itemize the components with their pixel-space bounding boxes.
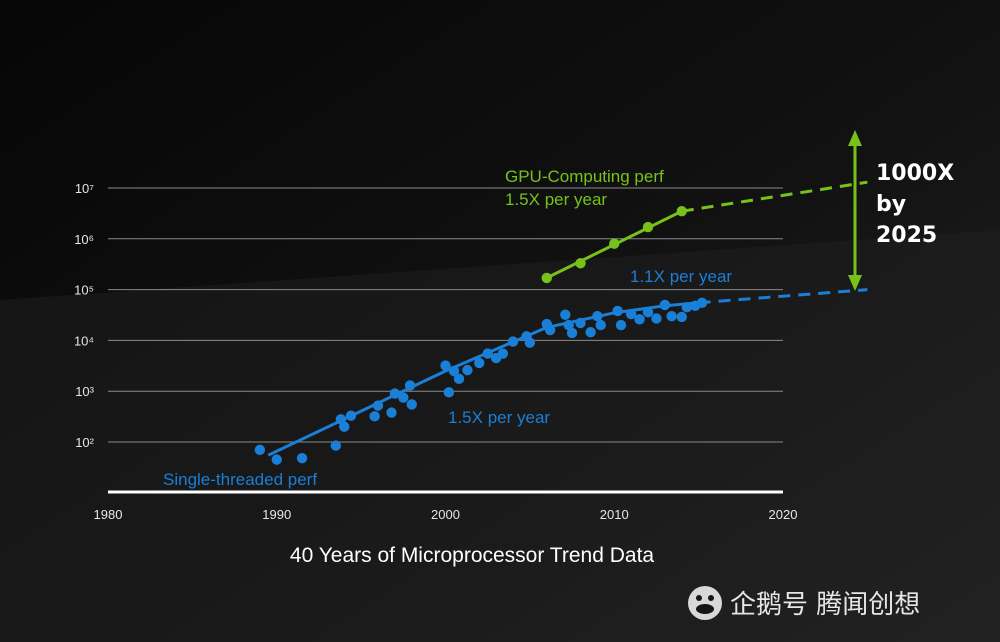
gpu-label: GPU-Computing perf xyxy=(505,167,664,186)
single-data-point xyxy=(566,327,578,339)
single-data-point xyxy=(369,411,380,422)
gpu-rate-label: 1.5X per year xyxy=(505,190,607,209)
single-data-point xyxy=(676,311,687,323)
single-data-point xyxy=(651,313,662,324)
single-data-point xyxy=(507,336,519,347)
single-data-point xyxy=(497,348,509,359)
single-data-point xyxy=(389,388,401,399)
single-data-point xyxy=(696,297,708,308)
single-late-rate-label: 1.1X per year xyxy=(630,267,732,286)
single-data-point xyxy=(440,360,451,371)
x-tick-label: 1990 xyxy=(262,507,291,522)
single-data-point xyxy=(330,440,342,451)
single-data-point xyxy=(615,319,627,331)
single-data-point xyxy=(296,452,308,464)
single-data-point xyxy=(474,357,485,369)
callout-line2: by xyxy=(876,192,906,217)
single-data-point xyxy=(625,308,637,320)
single-data-point xyxy=(563,319,574,331)
y-tick-label: 10⁵ xyxy=(74,283,94,298)
x-axis-ticks: 1980 1990 2000 2010 2020 xyxy=(94,507,798,522)
gpu-data-point xyxy=(609,238,620,249)
x-tick-label: 2020 xyxy=(769,507,798,522)
single-data-point xyxy=(659,299,671,311)
single-data-point xyxy=(681,302,693,313)
gap-arrow-head-bottom xyxy=(848,275,862,291)
single-data-point xyxy=(482,348,493,359)
y-tick-label: 10⁶ xyxy=(74,232,94,247)
gpu-data-point xyxy=(676,205,687,217)
single-data-point xyxy=(612,305,623,317)
x-tick-label: 2010 xyxy=(600,507,629,522)
gap-arrow-head-top xyxy=(848,130,862,146)
single-data-point xyxy=(448,365,460,377)
single-data-point xyxy=(462,364,473,376)
watermark: 企鹅号 腾闻创想 xyxy=(688,586,920,620)
callout-line1: 1000X xyxy=(876,161,954,186)
single-data-point xyxy=(339,421,350,432)
gridlines xyxy=(108,187,783,494)
single-data-point xyxy=(453,373,465,385)
single-data-point xyxy=(406,399,417,410)
single-data-point xyxy=(404,380,416,391)
single-data-point xyxy=(544,324,556,336)
gpu-projection-line xyxy=(681,180,868,213)
y-tick-label: 10³ xyxy=(75,384,94,399)
callout-line3: 2025 xyxy=(876,223,937,248)
gpu-data-point xyxy=(575,258,586,269)
y-tick-label: 10⁴ xyxy=(74,333,94,348)
chart-title: 40 Years of Microprocessor Trend Data xyxy=(290,544,655,567)
single-data-point xyxy=(386,407,397,418)
data-points xyxy=(254,205,708,465)
y-axis-ticks: 10⁷ 10⁶ 10⁵ 10⁴ 10³ 10² xyxy=(74,181,95,450)
single-data-point xyxy=(634,314,645,325)
gpu-data-point xyxy=(541,272,552,284)
single-data-point xyxy=(254,444,266,456)
single-data-point xyxy=(595,319,606,331)
single-data-point xyxy=(575,317,586,329)
watermark-text: 企鹅号 腾闻创想 xyxy=(730,590,920,620)
single-data-point xyxy=(524,337,536,348)
single-data-point xyxy=(642,306,654,318)
single-data-point xyxy=(372,400,384,411)
single-data-point xyxy=(443,387,455,398)
single-projection-line xyxy=(698,288,868,305)
y-tick-label: 10² xyxy=(75,435,94,450)
y-tick-label: 10⁷ xyxy=(75,181,94,196)
x-tick-label: 2000 xyxy=(431,507,460,522)
single-data-point xyxy=(666,310,677,322)
penguin-icon xyxy=(688,586,722,620)
single-rate-label: 1.5X per year xyxy=(448,408,550,427)
single-data-point xyxy=(271,454,282,465)
single-label: Single-threaded perf xyxy=(163,470,317,489)
single-data-point xyxy=(585,327,596,338)
single-data-point xyxy=(398,392,409,403)
background-shape xyxy=(0,230,1000,642)
single-data-point xyxy=(345,410,357,421)
single-data-point xyxy=(560,309,571,320)
x-tick-label: 1980 xyxy=(94,507,123,522)
gpu-data-point xyxy=(642,221,654,233)
single-data-point xyxy=(592,310,603,322)
